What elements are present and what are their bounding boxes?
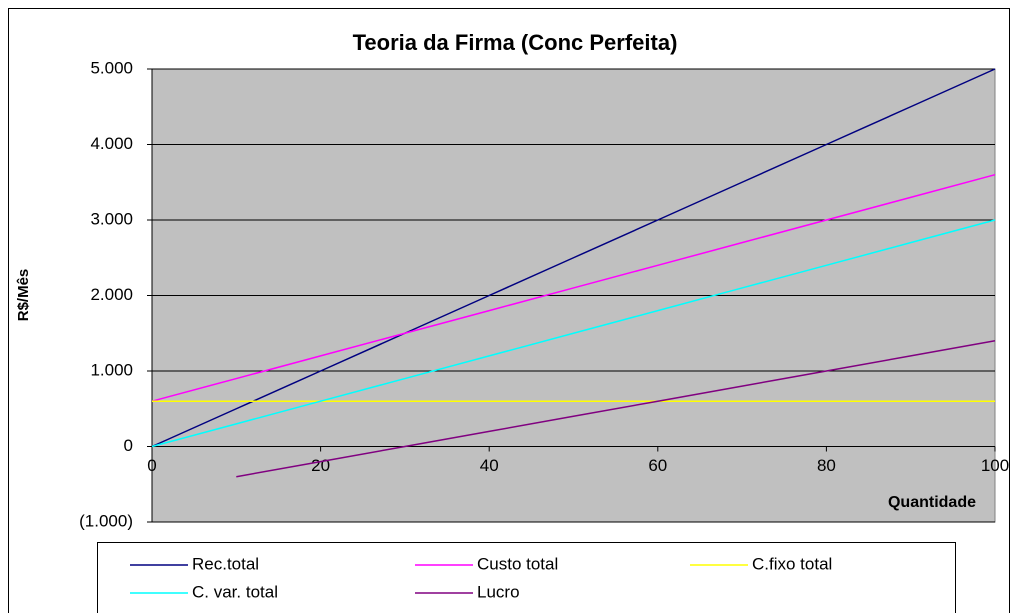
series-line: [236, 340, 996, 478]
legend-label: C.fixo total: [752, 554, 832, 573]
y-tick-label: 2.000: [90, 285, 133, 304]
legend-label: Custo total: [477, 554, 558, 573]
chart-title: Teoria da Firma (Conc Perfeita): [353, 30, 678, 55]
series-line: [151, 219, 996, 448]
series-line: [151, 68, 996, 448]
legend-label: Lucro: [477, 582, 520, 601]
y-tick-label: 5.000: [90, 58, 133, 77]
x-tick-label: 100: [981, 456, 1009, 475]
legend: [97, 542, 956, 613]
series-line: [151, 173, 996, 402]
y-tick-label: 4.000: [90, 134, 133, 153]
y-tick-label: 1.000: [90, 360, 133, 379]
x-tick-label: 80: [817, 456, 836, 475]
y-tick-label: 0: [124, 436, 133, 455]
x-tick-label: 20: [311, 456, 330, 475]
x-tick-label: 0: [147, 456, 156, 475]
x-axis-label: Quantidade: [888, 494, 976, 511]
legend-label: C. var. total: [192, 582, 278, 601]
y-tick-label: 3.000: [90, 209, 133, 228]
y-axis-label: R$/Mês: [15, 269, 32, 322]
legend-label: Rec.total: [192, 554, 259, 573]
x-tick-label: 60: [648, 456, 667, 475]
x-tick-label: 40: [480, 456, 499, 475]
y-tick-label: (1.000): [79, 511, 133, 530]
